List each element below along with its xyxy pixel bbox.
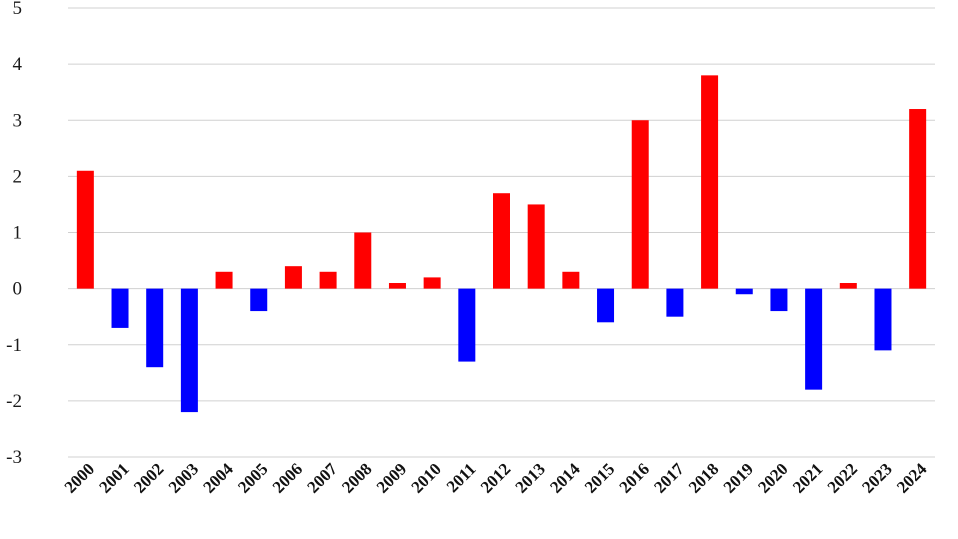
x-tick-label: 2010 [407, 459, 444, 496]
bar-2006 [284, 266, 302, 289]
bar-2004 [215, 271, 233, 289]
x-tick-label: 2019 [720, 459, 757, 496]
bar-2021 [805, 288, 823, 390]
bars [76, 75, 927, 413]
bar-2015 [597, 288, 615, 323]
bar-2000 [76, 170, 94, 289]
x-tick-label: 2001 [95, 459, 132, 496]
bar-2020 [770, 288, 788, 312]
x-tick-label: 2000 [61, 459, 98, 496]
x-tick-label: 2006 [269, 459, 306, 496]
x-tick-label: 2005 [234, 459, 271, 496]
bar-2010 [423, 277, 441, 289]
y-tick-label: -2 [6, 391, 22, 412]
x-tick-label: 2003 [165, 459, 202, 496]
bar-2013 [527, 204, 545, 289]
x-tick-label: 2004 [199, 459, 237, 497]
y-tick-label: -1 [6, 335, 22, 356]
bar-2009 [388, 283, 406, 289]
bar-2008 [354, 232, 372, 289]
x-tick-label: 2016 [616, 459, 653, 496]
bar-2011 [458, 288, 476, 362]
x-tick-label: 2018 [685, 459, 722, 496]
bar-2003 [180, 288, 198, 413]
x-tick-label: 2023 [858, 459, 895, 496]
x-tick-label: 2014 [546, 459, 584, 497]
bar-2007 [319, 271, 337, 289]
bar-2017 [666, 288, 684, 317]
x-tick-label: 2013 [512, 459, 549, 496]
bar-2014 [562, 271, 580, 289]
x-tick-label: 2011 [443, 459, 480, 496]
bar-2016 [631, 120, 649, 289]
bar-2005 [250, 288, 268, 312]
bar-2012 [493, 193, 510, 289]
bar-2019 [735, 288, 753, 295]
bar-2002 [146, 288, 164, 368]
y-tick-label: 1 [13, 223, 23, 244]
x-tick-label: 2007 [303, 459, 341, 497]
y-tick-label: -3 [6, 447, 22, 468]
y-axis-tick-labels: -3 -2 -1 0 1 2 3 4 5 [6, 0, 22, 468]
bar-2022 [839, 283, 857, 289]
x-axis-tick-labels: 2000200120022003200420052006200720082009… [61, 459, 931, 497]
y-tick-label: 2 [13, 166, 23, 187]
y-tick-label: 0 [13, 279, 23, 300]
x-tick-label: 2008 [338, 459, 375, 496]
y-tick-label: 4 [13, 54, 23, 75]
x-tick-label: 2009 [373, 459, 410, 496]
y-tick-label: 3 [13, 110, 23, 131]
bar-2023 [874, 288, 892, 351]
y-tick-label: 5 [13, 0, 23, 19]
bar-2024 [909, 109, 927, 289]
x-tick-label: 2002 [130, 459, 167, 496]
x-tick-label: 2020 [754, 459, 791, 496]
x-tick-label: 2021 [789, 459, 826, 496]
x-tick-label: 2022 [824, 459, 861, 496]
x-tick-label: 2012 [477, 459, 514, 496]
bar-2001 [111, 288, 129, 328]
bar-2018 [701, 75, 719, 289]
x-tick-label: 2017 [650, 459, 688, 497]
x-tick-label: 2024 [893, 459, 931, 497]
x-tick-label: 2015 [581, 459, 618, 496]
